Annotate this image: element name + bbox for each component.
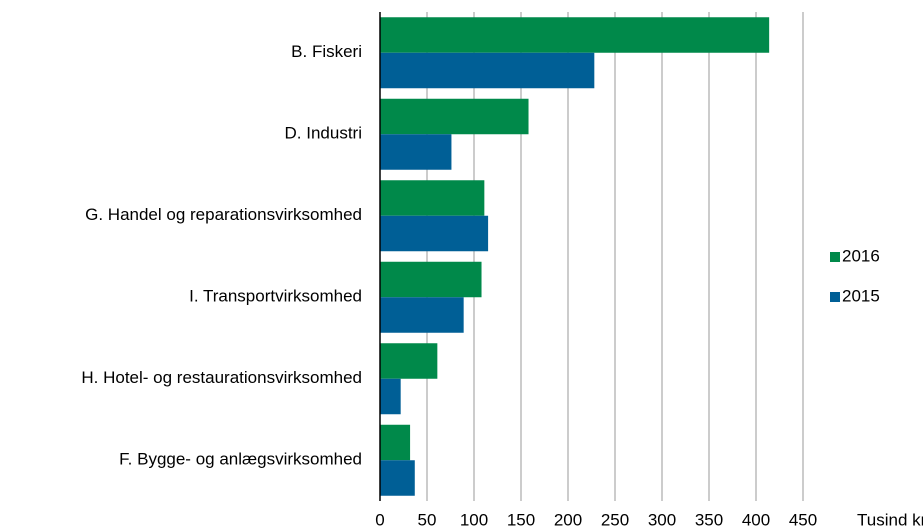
bar [380,378,401,415]
bar [380,261,482,298]
bar [380,180,485,216]
bar [380,343,438,379]
y-tick-label: G. Handel og reparationsvirksomhed [85,205,362,224]
y-tick-label: I. Transportvirksomhed [189,287,362,306]
x-tick-label: 200 [554,510,582,529]
y-tick-label: D. Industri [285,124,362,143]
x-tick-label: 50 [418,510,437,529]
x-tick-label: 100 [460,510,488,529]
x-tick-label: 400 [742,510,770,529]
x-axis-label: Tusind kr. [857,510,923,529]
legend-swatch [830,292,840,302]
bar [380,460,415,496]
legend-label: 2016 [842,246,880,265]
y-tick-label: F. Bygge- og anlægsvirksomhed [119,450,362,469]
y-tick-label: B. Fiskeri [291,42,362,61]
bar [380,424,411,461]
bar [380,17,770,53]
x-tick-label: 300 [648,510,676,529]
bar [380,98,529,135]
x-tick-label: 350 [695,510,723,529]
bar [380,215,489,252]
x-tick-label: 150 [507,510,535,529]
x-tick-label: 250 [601,510,629,529]
x-tick-label: 450 [789,510,817,529]
y-tick-label: H. Hotel- og restaurationsvirksomhed [81,368,362,387]
x-tick-label: 0 [375,510,384,529]
bar [380,134,452,170]
bar [380,297,464,333]
legend-label: 2015 [842,286,880,305]
legend-swatch [830,252,840,262]
bar [380,52,595,89]
